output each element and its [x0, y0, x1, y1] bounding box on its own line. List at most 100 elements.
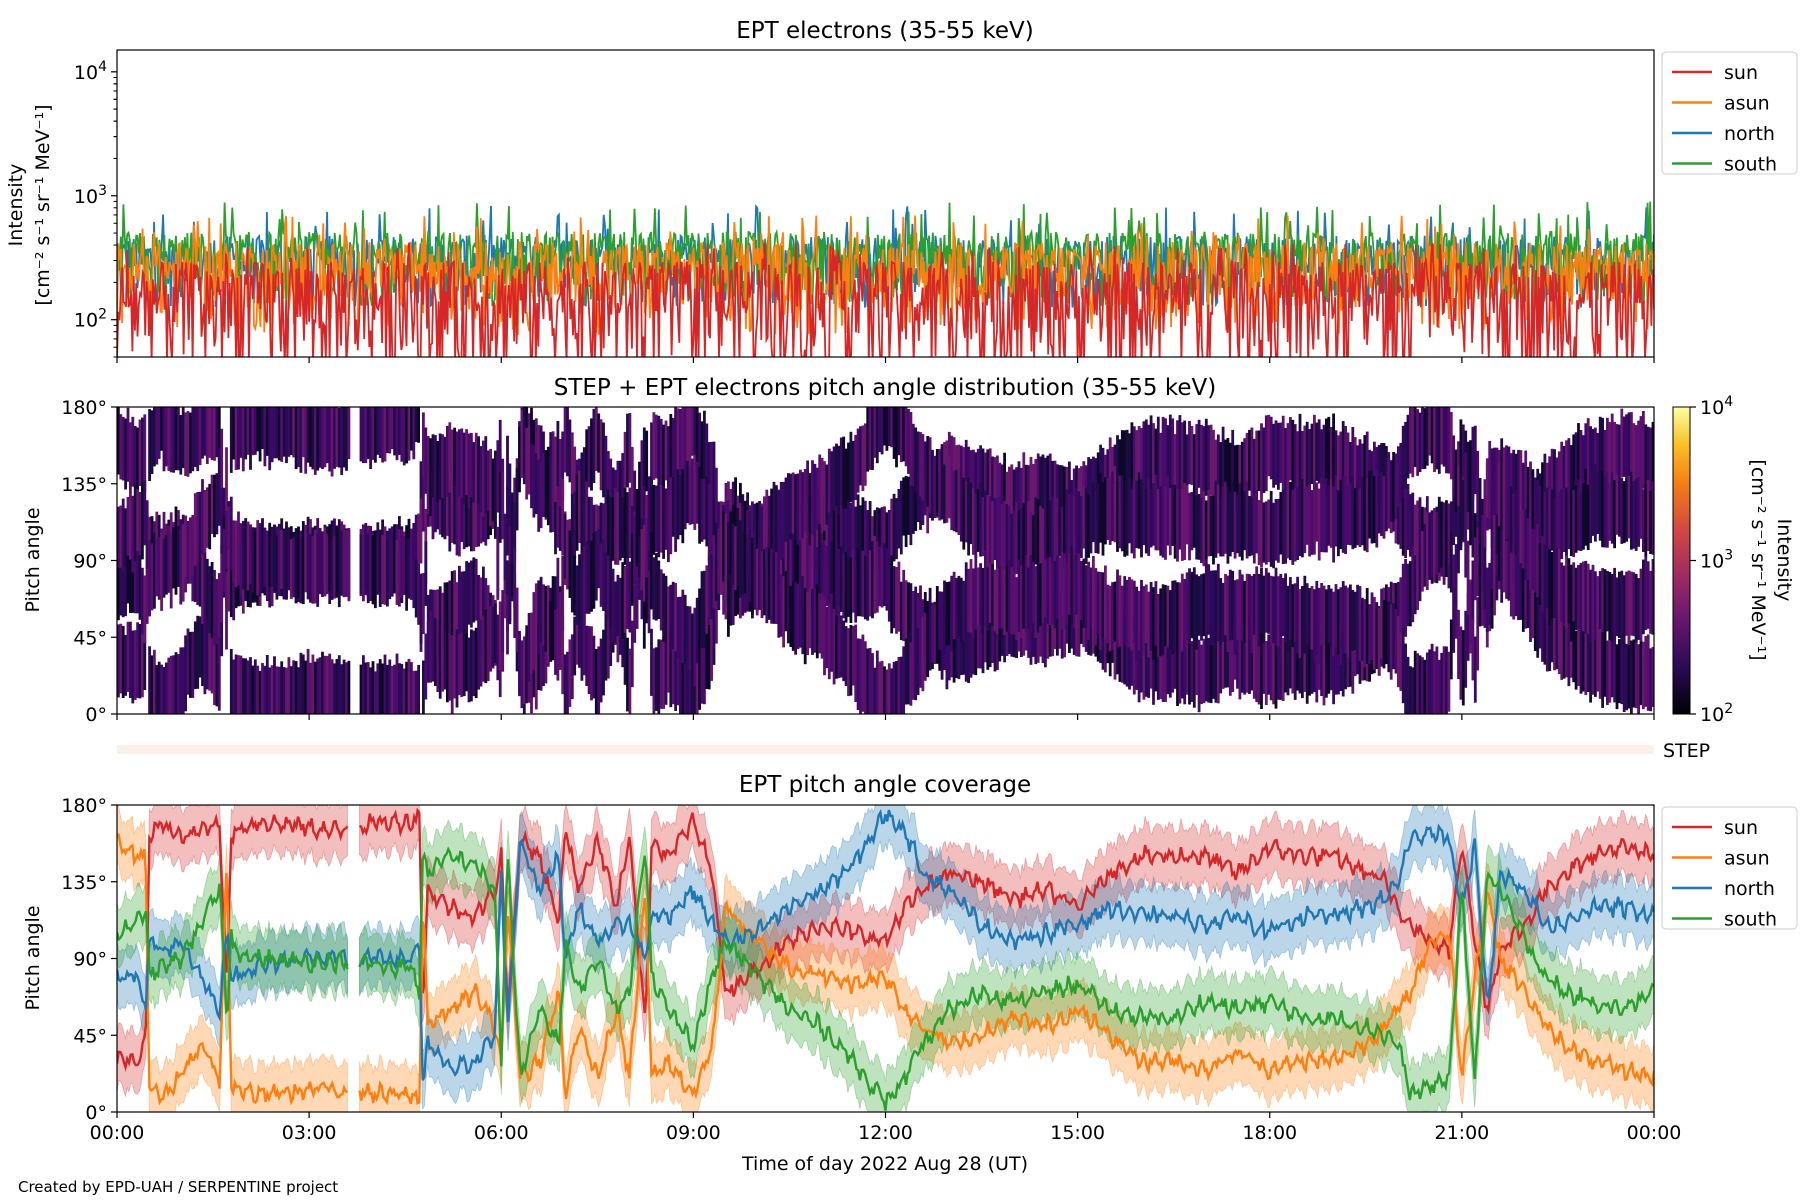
heatmap-cell — [246, 660, 250, 714]
heatmap-cell — [1188, 420, 1191, 485]
heatmap-cell — [604, 504, 608, 565]
heatmap-cell — [849, 557, 853, 623]
heatmap-cell — [1339, 431, 1343, 495]
heatmap-cell — [1005, 504, 1009, 579]
heatmap-cell — [1618, 571, 1621, 639]
heatmap-cell — [585, 540, 589, 614]
heatmap-cell — [1445, 646, 1448, 714]
heatmap-cell — [712, 535, 716, 609]
heatmap-cell — [1428, 649, 1432, 714]
heatmap-cell — [926, 607, 930, 678]
heatmap-cell — [854, 434, 858, 500]
heatmap-cell — [1228, 442, 1232, 502]
heatmap-cell — [890, 555, 894, 634]
heatmap-cell — [1351, 590, 1355, 651]
heatmap-cell — [621, 453, 625, 514]
heatmap-cell — [1252, 622, 1256, 699]
heatmap-cell — [1053, 460, 1057, 527]
heatmap-cell — [1375, 469, 1379, 548]
heatmap-cell — [830, 491, 834, 562]
heatmap-cell — [1144, 584, 1148, 643]
heatmap-cell — [575, 565, 579, 625]
heatmap-cell — [885, 669, 889, 714]
heatmap-cell — [799, 469, 802, 540]
heatmap-cell — [1178, 489, 1182, 550]
heatmap-cell — [1180, 573, 1184, 652]
heatmap-cell — [849, 625, 853, 696]
heatmap-cell — [1351, 476, 1355, 550]
heatmap-cell — [220, 488, 224, 554]
heatmap-cell — [1531, 469, 1535, 542]
heatmap-cell — [1416, 551, 1419, 610]
heatmap-cell — [827, 448, 831, 513]
heatmap-cell — [1509, 453, 1513, 516]
heatmap-cell — [1618, 639, 1621, 704]
heatmap-cell — [602, 629, 605, 696]
heatmap-cell — [1404, 559, 1407, 637]
heatmap-cell — [153, 532, 156, 609]
heatmap-cell — [883, 543, 886, 606]
heatmap-cell — [1291, 632, 1295, 694]
heatmap-cell — [501, 471, 505, 540]
heatmap-cell — [133, 630, 137, 700]
heatmap-cell — [866, 510, 870, 572]
heatmap-cell — [1207, 564, 1211, 635]
heatmap-cell — [1406, 656, 1410, 714]
heatmap-cell — [1389, 604, 1393, 680]
heatmap-cell — [1399, 472, 1403, 549]
heatmap-cell — [1606, 570, 1609, 632]
heatmap-cell — [996, 455, 999, 518]
heatmap-cell — [179, 529, 183, 605]
legend-label-south: south — [1724, 154, 1777, 176]
heatmap-cell — [330, 659, 334, 714]
heatmap-cell — [537, 625, 541, 690]
heatmap-cell — [1171, 485, 1175, 546]
heatmap-cell — [1281, 637, 1285, 701]
heatmap-cell — [1399, 577, 1403, 639]
heatmap-cell — [1041, 560, 1045, 623]
heatmap-cell — [217, 573, 221, 638]
heatmap-cell — [1272, 502, 1275, 569]
heatmap-cell — [556, 607, 560, 681]
heatmap-cell — [407, 538, 411, 599]
heatmap-cell — [241, 520, 245, 590]
heatmap-cell — [1286, 625, 1290, 696]
heatmap-cell — [1180, 422, 1184, 501]
heatmap-cell — [964, 605, 968, 682]
heatmap-cell — [539, 576, 543, 643]
heatmap-cell — [1401, 563, 1405, 635]
heatmap-cell — [172, 407, 175, 473]
heatmap-cell — [1144, 489, 1148, 554]
heatmap-cell — [815, 584, 819, 659]
heatmap-cell — [832, 501, 836, 571]
heatmap-cell — [705, 565, 709, 634]
heatmap-cell — [623, 431, 627, 508]
heatmap-cell — [1514, 489, 1518, 553]
heatmap-cell — [1411, 667, 1415, 714]
heatmap-cell — [1569, 612, 1573, 678]
heatmap-cell — [904, 407, 908, 467]
heatmap-cell — [395, 407, 399, 461]
heatmap-cell — [626, 492, 629, 570]
heatmap-cell — [275, 407, 279, 459]
heatmap-cell — [1260, 567, 1263, 634]
heatmap-cell — [297, 407, 300, 468]
heatmap-cell — [462, 571, 466, 641]
heatmap-cell — [623, 565, 627, 633]
heatmap-cell — [508, 463, 512, 527]
heatmap-cell — [1190, 492, 1194, 551]
heatmap-cell — [270, 665, 274, 714]
heatmap-cell — [1224, 573, 1227, 636]
heatmap-cell — [890, 668, 894, 714]
heatmap-cell — [1284, 573, 1287, 643]
heatmap-cell — [1135, 586, 1139, 662]
heatmap-cell — [508, 562, 512, 625]
heatmap-cell — [119, 552, 123, 616]
heatmap-cell — [431, 434, 435, 498]
heatmap-cell — [712, 441, 716, 519]
heatmap-cell — [851, 549, 855, 613]
heatmap-cell — [422, 456, 425, 532]
heatmap-cell — [1397, 582, 1400, 644]
heatmap-cell — [412, 540, 416, 609]
heatmap-cell — [976, 448, 980, 515]
